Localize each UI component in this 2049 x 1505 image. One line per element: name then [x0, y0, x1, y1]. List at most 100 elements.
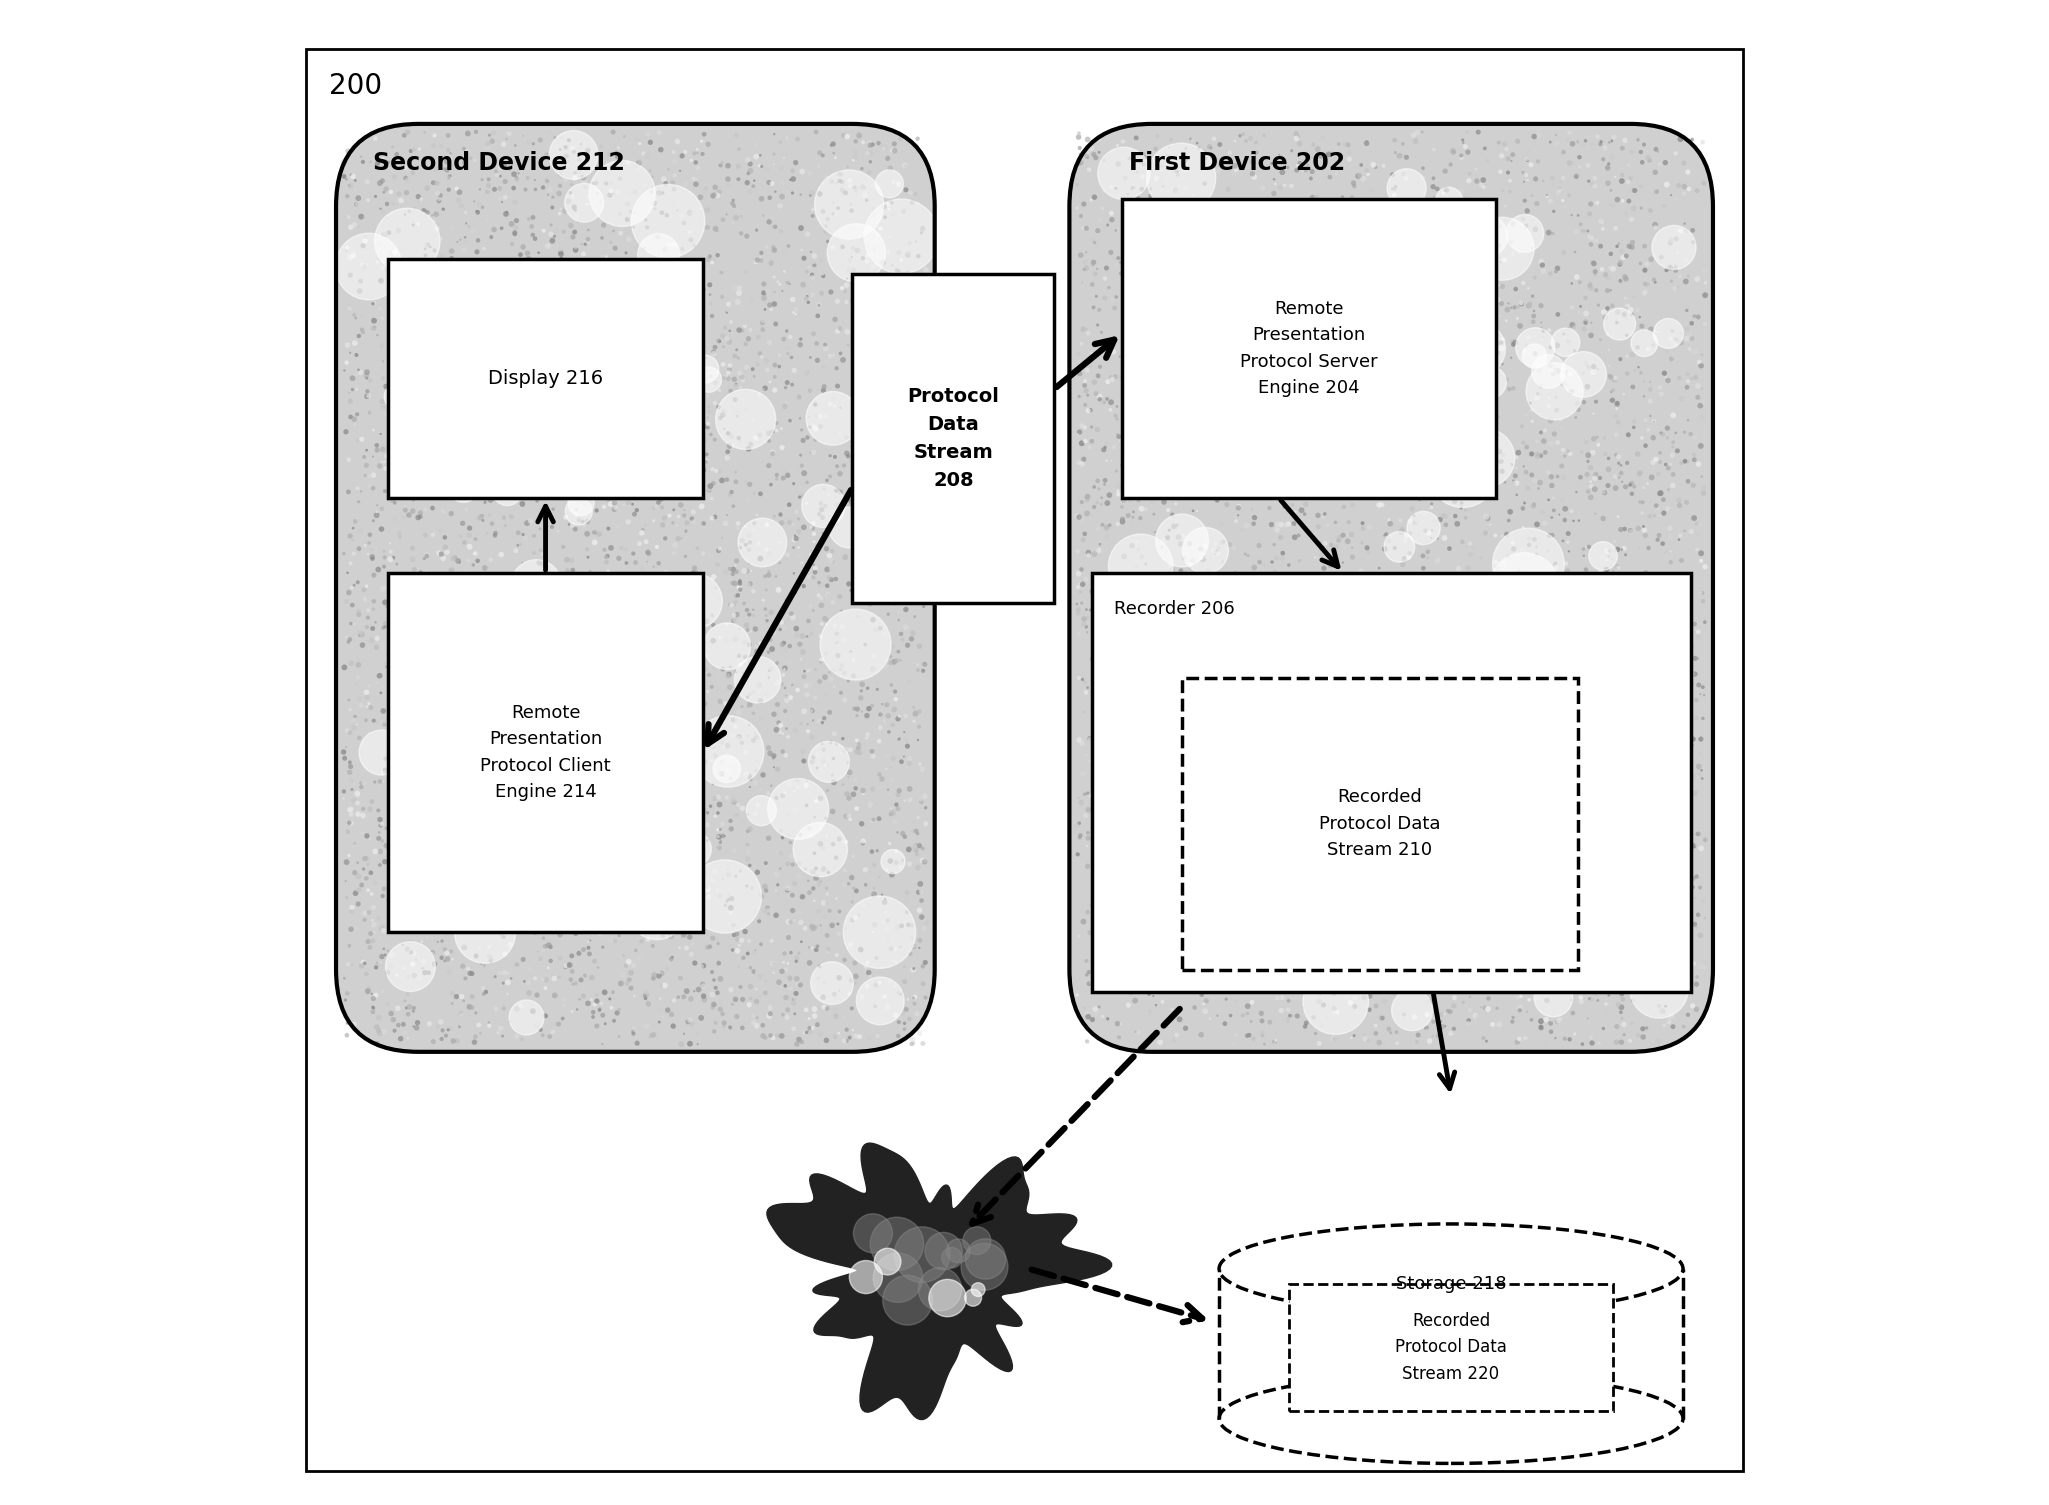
- Point: [334, 721, 367, 745]
- Point: [1535, 599, 1567, 623]
- Point: [744, 248, 777, 272]
- Point: [1410, 1017, 1442, 1041]
- Point: [828, 948, 861, 972]
- Point: [596, 852, 629, 876]
- Point: [1678, 442, 1711, 467]
- Point: [787, 272, 820, 296]
- Point: [371, 731, 404, 756]
- Point: [643, 999, 676, 1023]
- Point: [1248, 888, 1281, 912]
- Point: [883, 778, 916, 802]
- Point: [883, 850, 916, 874]
- Point: [1449, 414, 1481, 438]
- Point: [1076, 429, 1109, 453]
- Point: [830, 185, 863, 209]
- Point: [830, 290, 863, 315]
- Bar: [389, 259, 703, 498]
- Point: [1272, 536, 1305, 560]
- Point: [723, 655, 756, 679]
- Point: [629, 513, 662, 537]
- Circle shape: [811, 962, 852, 1004]
- Point: [373, 906, 406, 930]
- Point: [1313, 277, 1346, 301]
- Point: [1211, 450, 1244, 474]
- Point: [1498, 468, 1531, 492]
- Point: [1533, 917, 1565, 941]
- Point: [1125, 858, 1158, 882]
- Point: [1406, 975, 1438, 999]
- Point: [1518, 527, 1551, 551]
- Point: [674, 220, 707, 244]
- Point: [844, 1025, 877, 1049]
- Point: [1127, 164, 1160, 188]
- Point: [900, 832, 932, 856]
- Point: [1451, 591, 1483, 616]
- Point: [1399, 564, 1432, 588]
- Point: [492, 427, 525, 452]
- Point: [1535, 506, 1567, 530]
- Point: [375, 802, 408, 826]
- Point: [1385, 953, 1418, 977]
- Point: [1434, 975, 1467, 999]
- Point: [1098, 435, 1131, 459]
- Point: [1123, 312, 1156, 336]
- Point: [541, 482, 574, 506]
- Point: [330, 184, 363, 208]
- Point: [856, 132, 889, 157]
- Point: [1666, 831, 1699, 855]
- Point: [836, 176, 869, 200]
- Point: [533, 727, 566, 751]
- Point: [590, 458, 623, 482]
- Point: [350, 253, 383, 277]
- Point: [1596, 903, 1629, 927]
- Point: [602, 998, 635, 1022]
- Point: [1113, 262, 1145, 286]
- Point: [395, 161, 428, 185]
- Point: [1332, 193, 1365, 217]
- Point: [719, 388, 752, 412]
- Point: [1567, 220, 1600, 244]
- Point: [803, 995, 836, 1019]
- Point: [1598, 125, 1631, 149]
- Circle shape: [1516, 328, 1555, 367]
- Point: [1496, 417, 1529, 441]
- Point: [531, 169, 563, 193]
- Point: [1588, 1016, 1621, 1040]
- Point: [734, 432, 766, 456]
- Point: [781, 527, 813, 551]
- Point: [1551, 257, 1584, 281]
- Point: [447, 954, 479, 978]
- Point: [568, 513, 600, 537]
- Point: [1506, 920, 1539, 944]
- Point: [625, 846, 658, 870]
- Point: [738, 927, 770, 951]
- Point: [1563, 212, 1596, 236]
- Point: [1432, 647, 1465, 671]
- Point: [1090, 432, 1123, 456]
- Point: [1215, 936, 1248, 960]
- Point: [402, 367, 434, 391]
- Point: [889, 424, 922, 448]
- Point: [1223, 224, 1256, 248]
- Point: [1332, 132, 1365, 157]
- Point: [570, 953, 602, 977]
- Point: [852, 334, 885, 358]
- Point: [596, 182, 629, 206]
- Point: [615, 209, 647, 233]
- Point: [1346, 912, 1379, 936]
- Point: [494, 933, 527, 957]
- Point: [1324, 525, 1356, 549]
- Point: [1209, 853, 1242, 877]
- Point: [670, 570, 703, 594]
- Point: [1311, 900, 1344, 924]
- Point: [1113, 504, 1145, 528]
- Point: [1623, 309, 1656, 333]
- Point: [1123, 488, 1156, 512]
- Point: [641, 751, 674, 775]
- Point: [1367, 238, 1399, 262]
- Point: [1307, 977, 1340, 1001]
- Point: [1307, 399, 1340, 423]
- Point: [1205, 531, 1238, 555]
- Point: [1270, 626, 1303, 650]
- Point: [1170, 847, 1203, 871]
